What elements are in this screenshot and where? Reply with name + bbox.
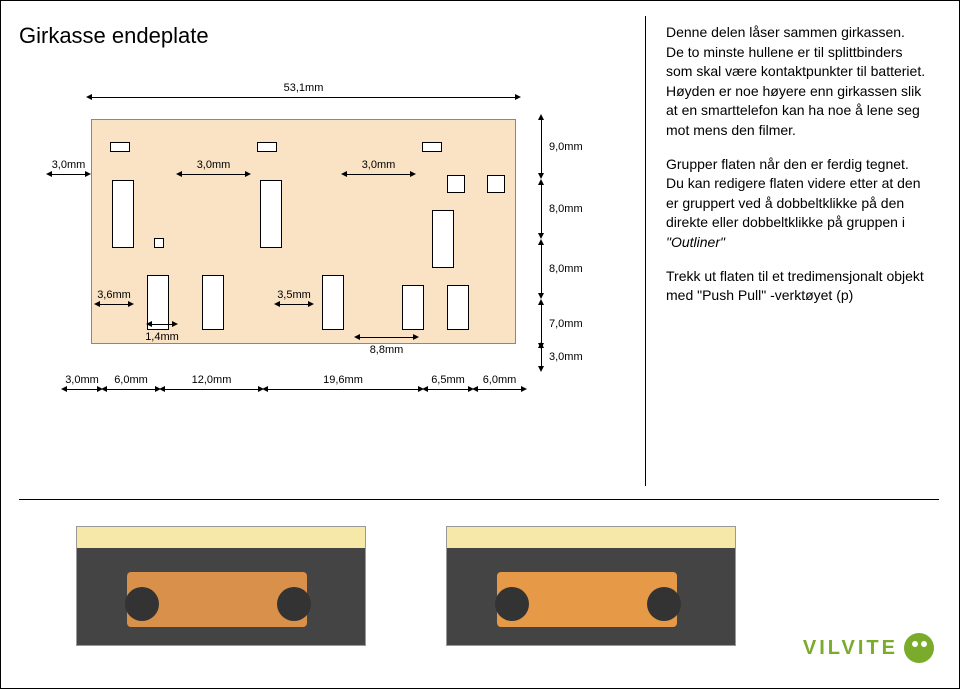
dim-label: 7,0mm [549,318,583,330]
slot-r-2 [487,175,505,193]
endplate-diagram: 53,1mm 3,0mm 3,0mm 3,0mm 9,0mm 8,0mm 8,0… [51,89,581,439]
side-text: Denne delen låser sammen girkassen. De t… [666,23,926,320]
dim-v-bottom: 3,0mm [541,347,542,367]
slot-bot-3 [322,275,344,330]
dim-left-gap: 3,0mm [51,174,86,175]
page: Girkasse endeplate 53,1mm [0,0,960,689]
dim-label: 6,0mm [483,374,517,386]
dim-top-total: 53,1mm [91,97,516,98]
dim-v-2: 8,0mm [541,184,542,234]
slot-top-3 [422,142,442,152]
dim-label: 3,0mm [549,351,583,363]
dim-label: 8,8mm [370,344,404,356]
dim-label: 3,6mm [97,289,131,301]
dim-b4: 19,6mm [267,389,419,390]
slot-tall-3 [432,210,454,268]
dim-label: 1,4mm [145,331,179,343]
thumbnail-1 [76,526,366,646]
logo-icon [904,633,934,663]
dim-v-3: 8,0mm [541,244,542,294]
dim-label: 3,0mm [65,374,99,386]
dim-b2: 6,0mm [106,389,156,390]
slot-small-1 [154,238,164,248]
dim-slot1: 3,6mm [99,304,129,305]
paragraph-2a: Grupper flaten når den er ferdig tegnet.… [666,156,921,231]
thumbnail-row [76,526,736,646]
vilvite-logo: VILVITE [803,633,934,663]
dim-mid-2: 3,0mm [346,174,411,175]
dim-label: 6,5mm [431,374,465,386]
slot-bot-4 [402,285,424,330]
slot-top-2 [257,142,277,152]
paragraph-1: Denne delen låser sammen girkassen. De t… [666,23,926,141]
plate-outline [91,119,516,344]
thumbnail-2 [446,526,736,646]
dim-label: 3,5mm [277,289,311,301]
dim-label: 53,1mm [284,82,324,94]
slot-tall-2 [260,180,282,248]
slot-bot-2 [202,275,224,330]
dim-gap1: 1,4mm [151,324,173,325]
dim-label: 6,0mm [114,374,148,386]
dim-b5: 6,5mm [427,389,469,390]
dim-slot3: 8,8mm [359,337,414,338]
dim-b3: 12,0mm [164,389,259,390]
slot-r-1 [447,175,465,193]
slot-bot-5 [447,285,469,330]
dim-v-4: 7,0mm [541,304,542,344]
dim-slot2: 3,5mm [279,304,309,305]
dim-b6: 6,0mm [477,389,522,390]
dim-label: 3,0mm [197,159,231,171]
logo-text: VILVITE [803,637,898,660]
paragraph-2b: "Outliner" [666,234,725,250]
dim-label: 12,0mm [192,374,232,386]
slot-tall-1 [112,180,134,248]
dim-mid-1: 3,0mm [181,174,246,175]
dim-v-top: 9,0mm [541,119,542,174]
paragraph-3: Trekk ut flaten til et tredimensjonalt o… [666,267,926,306]
dim-b1: 3,0mm [66,389,98,390]
vertical-divider [645,16,646,486]
dim-label: 3,0mm [52,159,86,171]
paragraph-2: Grupper flaten når den er ferdig tegnet.… [666,155,926,253]
dim-label: 9,0mm [549,141,583,153]
dim-label: 19,6mm [323,374,363,386]
horizontal-divider [19,499,939,500]
slot-top-1 [110,142,130,152]
page-title: Girkasse endeplate [19,23,209,49]
dim-label: 8,0mm [549,203,583,215]
dim-label: 8,0mm [549,263,583,275]
dim-label: 3,0mm [362,159,396,171]
